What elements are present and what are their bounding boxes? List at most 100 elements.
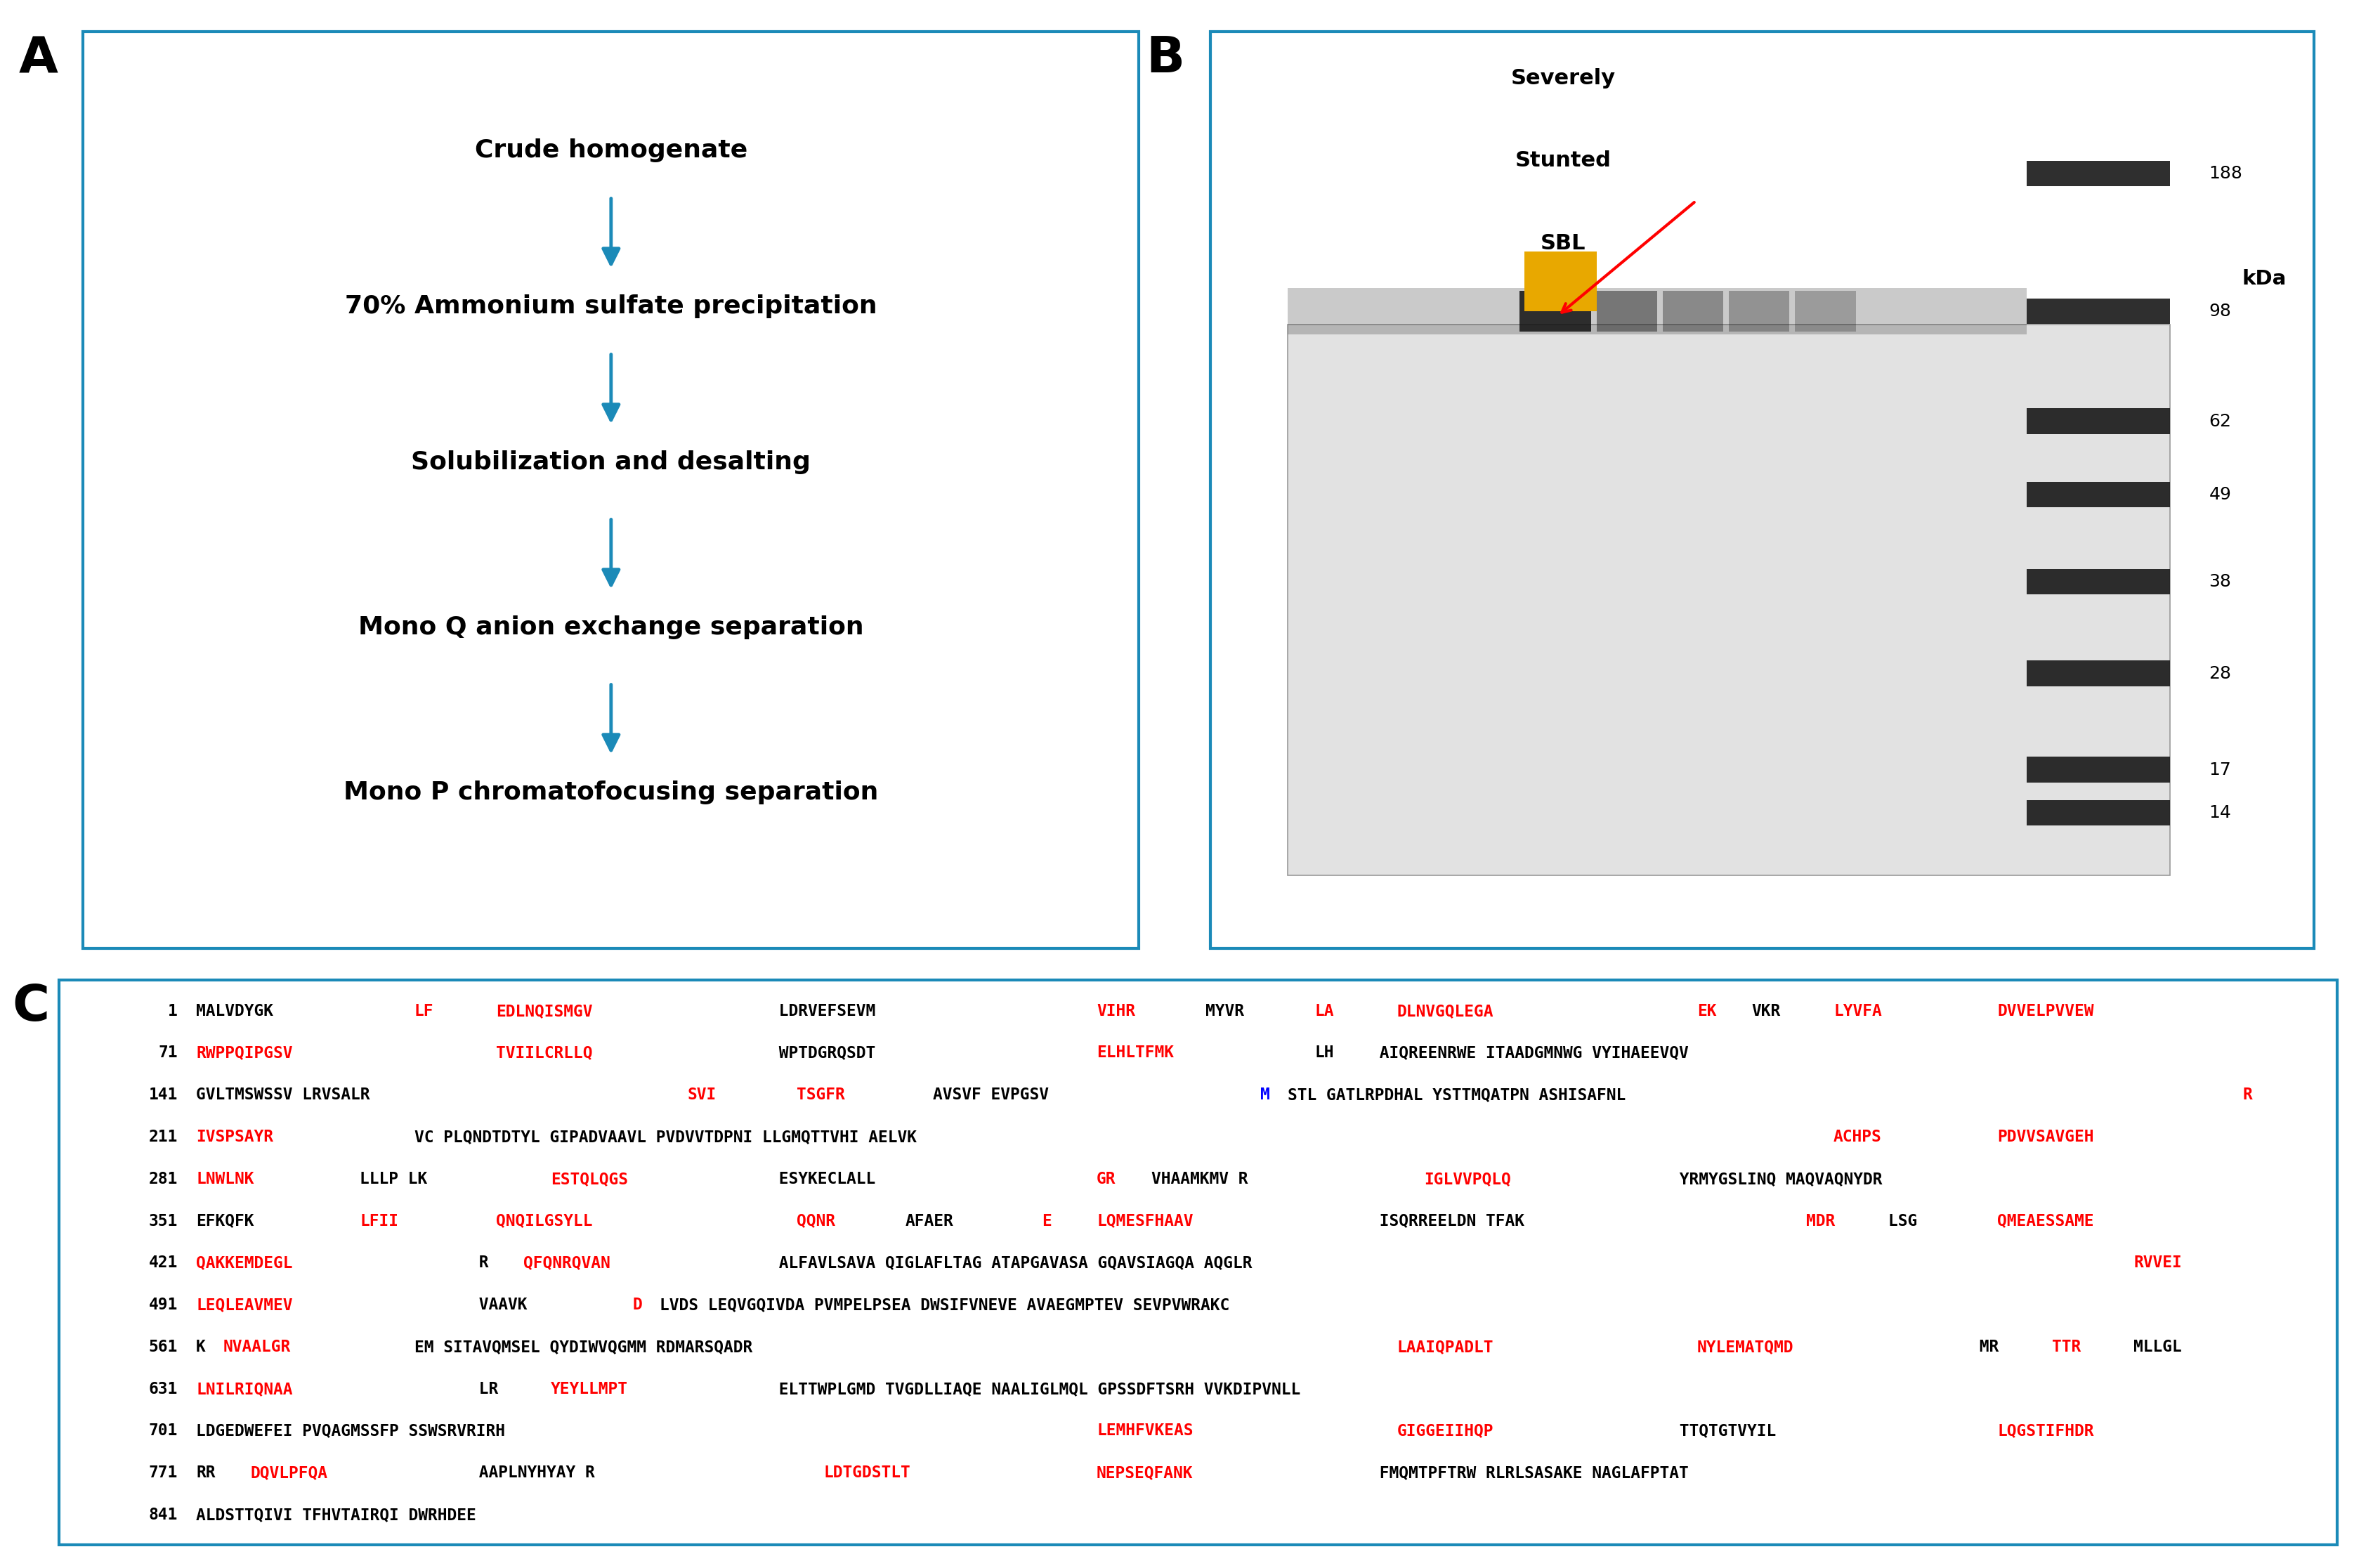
- Text: YEYLLMPT: YEYLLMPT: [551, 1381, 629, 1397]
- Text: ELHLTFMK: ELHLTFMK: [1096, 1044, 1175, 1062]
- Text: TSGFR: TSGFR: [797, 1087, 845, 1104]
- Text: QMEAESSAME: QMEAESSAME: [1998, 1214, 2093, 1229]
- Text: DVVELPVVEW: DVVELPVVEW: [1998, 1004, 2093, 1019]
- Bar: [1289, 325, 2171, 875]
- Text: LLLP LK: LLLP LK: [361, 1171, 427, 1187]
- Text: AIQREENRWE ITAADGMNWG VYIHAEEVQV: AIQREENRWE ITAADGMNWG VYIHAEEVQV: [1369, 1044, 1687, 1062]
- Text: VIHR: VIHR: [1096, 1004, 1134, 1019]
- Text: LEMHFVKEAS: LEMHFVKEAS: [1096, 1422, 1194, 1439]
- Text: Mono P chromatofocusing separation: Mono P chromatofocusing separation: [344, 781, 878, 804]
- Text: Mono Q anion exchange separation: Mono Q anion exchange separation: [358, 616, 864, 640]
- Bar: [2027, 481, 2171, 508]
- Text: RVVEI: RVVEI: [2133, 1254, 2183, 1272]
- Text: LSG: LSG: [1889, 1214, 1927, 1229]
- Bar: [1519, 292, 1590, 331]
- Text: 188: 188: [2209, 165, 2242, 182]
- Bar: [2027, 160, 2171, 187]
- Text: 141: 141: [149, 1087, 178, 1104]
- Text: 281: 281: [149, 1171, 178, 1187]
- Text: MYVR: MYVR: [1205, 1004, 1243, 1019]
- Text: D: D: [634, 1297, 643, 1312]
- Text: 71: 71: [159, 1044, 178, 1062]
- Text: LQMESFHAAV: LQMESFHAAV: [1096, 1214, 1194, 1229]
- Text: E: E: [1042, 1214, 1051, 1229]
- Text: ESTQLQGS: ESTQLQGS: [551, 1171, 629, 1187]
- Text: WPTDGRQSDT: WPTDGRQSDT: [769, 1044, 885, 1062]
- Text: NEPSEQFANK: NEPSEQFANK: [1096, 1465, 1194, 1482]
- Bar: [1597, 292, 1656, 331]
- Text: ALFAVLSAVA QIGLAFLTAG ATAPGAVASA GQAVSIAGQA AQGLR: ALFAVLSAVA QIGLAFLTAG ATAPGAVASA GQAVSIA…: [769, 1254, 1253, 1272]
- Bar: [2027, 408, 2171, 434]
- Text: 17: 17: [2209, 762, 2231, 778]
- Text: NVAALGR: NVAALGR: [223, 1339, 292, 1355]
- Text: FMQMTPFTRW RLRLSASAKE NAGLAFPTAT: FMQMTPFTRW RLRLSASAKE NAGLAFPTAT: [1369, 1465, 1687, 1482]
- Text: GIGGEIIHQP: GIGGEIIHQP: [1398, 1422, 1493, 1439]
- Text: R: R: [470, 1254, 489, 1272]
- Text: 491: 491: [149, 1297, 178, 1312]
- Text: 351: 351: [149, 1214, 178, 1229]
- Text: QQNR: QQNR: [797, 1214, 835, 1229]
- Text: Solubilization and desalting: Solubilization and desalting: [411, 450, 812, 475]
- Text: LNILRIQNAA: LNILRIQNAA: [197, 1381, 292, 1397]
- Text: LDGEDWEFEI PVQAGMSSFP SSWSRVRIRH: LDGEDWEFEI PVQAGMSSFP SSWSRVRIRH: [197, 1422, 505, 1439]
- Text: EFKQFK: EFKQFK: [197, 1214, 254, 1229]
- Text: LDRVEFSEVM: LDRVEFSEVM: [769, 1004, 885, 1019]
- Text: 1: 1: [168, 1004, 178, 1019]
- Text: IVSPSAYR: IVSPSAYR: [197, 1129, 273, 1145]
- Bar: [2027, 757, 2171, 782]
- Text: MLLGL: MLLGL: [2133, 1339, 2183, 1355]
- Text: STL GATLRPDHAL YSTTMQATPN ASHISAFNL: STL GATLRPDHAL YSTTMQATPN ASHISAFNL: [1289, 1087, 1626, 1104]
- Text: C: C: [12, 983, 50, 1032]
- Text: A: A: [19, 34, 59, 83]
- Text: 701: 701: [149, 1422, 178, 1439]
- Text: LNWLNK: LNWLNK: [197, 1171, 254, 1187]
- Text: LEQLEAVMEV: LEQLEAVMEV: [197, 1297, 292, 1312]
- Text: 14: 14: [2209, 804, 2231, 822]
- Text: 631: 631: [149, 1381, 178, 1397]
- Text: QFQNRQVAN: QFQNRQVAN: [524, 1254, 610, 1272]
- Text: 211: 211: [149, 1129, 178, 1145]
- Text: LH: LH: [1315, 1044, 1334, 1062]
- Text: 49: 49: [2209, 486, 2231, 503]
- Text: PDVVSAVGEH: PDVVSAVGEH: [1998, 1129, 2093, 1145]
- Text: ELTTWPLGMD TVGDLLIAQE NAALIGLMQL GPSSDFTSRH VVKDIPVNLL: ELTTWPLGMD TVGDLLIAQE NAALIGLMQL GPSSDFT…: [769, 1381, 1300, 1397]
- Text: MALVDYGK: MALVDYGK: [197, 1004, 273, 1019]
- Text: AVSVF EVPGSV: AVSVF EVPGSV: [933, 1087, 1049, 1104]
- Text: LDTGDSTLT: LDTGDSTLT: [823, 1465, 911, 1482]
- Text: B: B: [1146, 34, 1184, 83]
- Text: QAKKEMDEGL: QAKKEMDEGL: [197, 1254, 292, 1272]
- Text: LF: LF: [415, 1004, 434, 1019]
- Text: GR: GR: [1096, 1171, 1115, 1187]
- Text: LQGSTIFHDR: LQGSTIFHDR: [1998, 1422, 2093, 1439]
- Bar: [1289, 289, 2027, 334]
- Text: TTR: TTR: [2053, 1339, 2081, 1355]
- Text: AFAER: AFAER: [906, 1214, 954, 1229]
- Text: EDLNQISMGV: EDLNQISMGV: [496, 1004, 593, 1019]
- Text: M: M: [1260, 1087, 1270, 1104]
- Bar: [1663, 292, 1723, 331]
- Text: TVIILCRLLQ: TVIILCRLLQ: [496, 1044, 593, 1062]
- Text: DLNVGQLEGA: DLNVGQLEGA: [1398, 1004, 1493, 1019]
- FancyBboxPatch shape: [59, 980, 2337, 1544]
- FancyBboxPatch shape: [83, 31, 1139, 949]
- Text: EK: EK: [1697, 1004, 1716, 1019]
- Text: RR: RR: [197, 1465, 216, 1482]
- Bar: [2027, 800, 2171, 826]
- Text: Crude homogenate: Crude homogenate: [475, 138, 747, 163]
- Text: 70% Ammonium sulfate precipitation: 70% Ammonium sulfate precipitation: [344, 295, 878, 318]
- Bar: [2027, 660, 2171, 687]
- Text: kDa: kDa: [2242, 270, 2285, 289]
- Text: ESYKECLALL: ESYKECLALL: [769, 1171, 885, 1187]
- Text: VHAAMKMV R: VHAAMKMV R: [1151, 1171, 1248, 1187]
- Text: GVLTMSWSSV LRVSALR: GVLTMSWSSV LRVSALR: [197, 1087, 370, 1104]
- Text: K: K: [197, 1339, 206, 1355]
- Text: Severely: Severely: [1512, 67, 1616, 88]
- Text: LA: LA: [1315, 1004, 1334, 1019]
- Text: QNQILGSYLL: QNQILGSYLL: [496, 1214, 593, 1229]
- Bar: [1289, 289, 2027, 334]
- Bar: [1730, 292, 1789, 331]
- Text: EM SITAVQMSEL QYDIWVQGMM RDMARSQADR: EM SITAVQMSEL QYDIWVQGMM RDMARSQADR: [415, 1339, 762, 1355]
- Text: VKR: VKR: [1751, 1004, 1780, 1019]
- Text: 841: 841: [149, 1507, 178, 1523]
- Text: 38: 38: [2209, 574, 2231, 590]
